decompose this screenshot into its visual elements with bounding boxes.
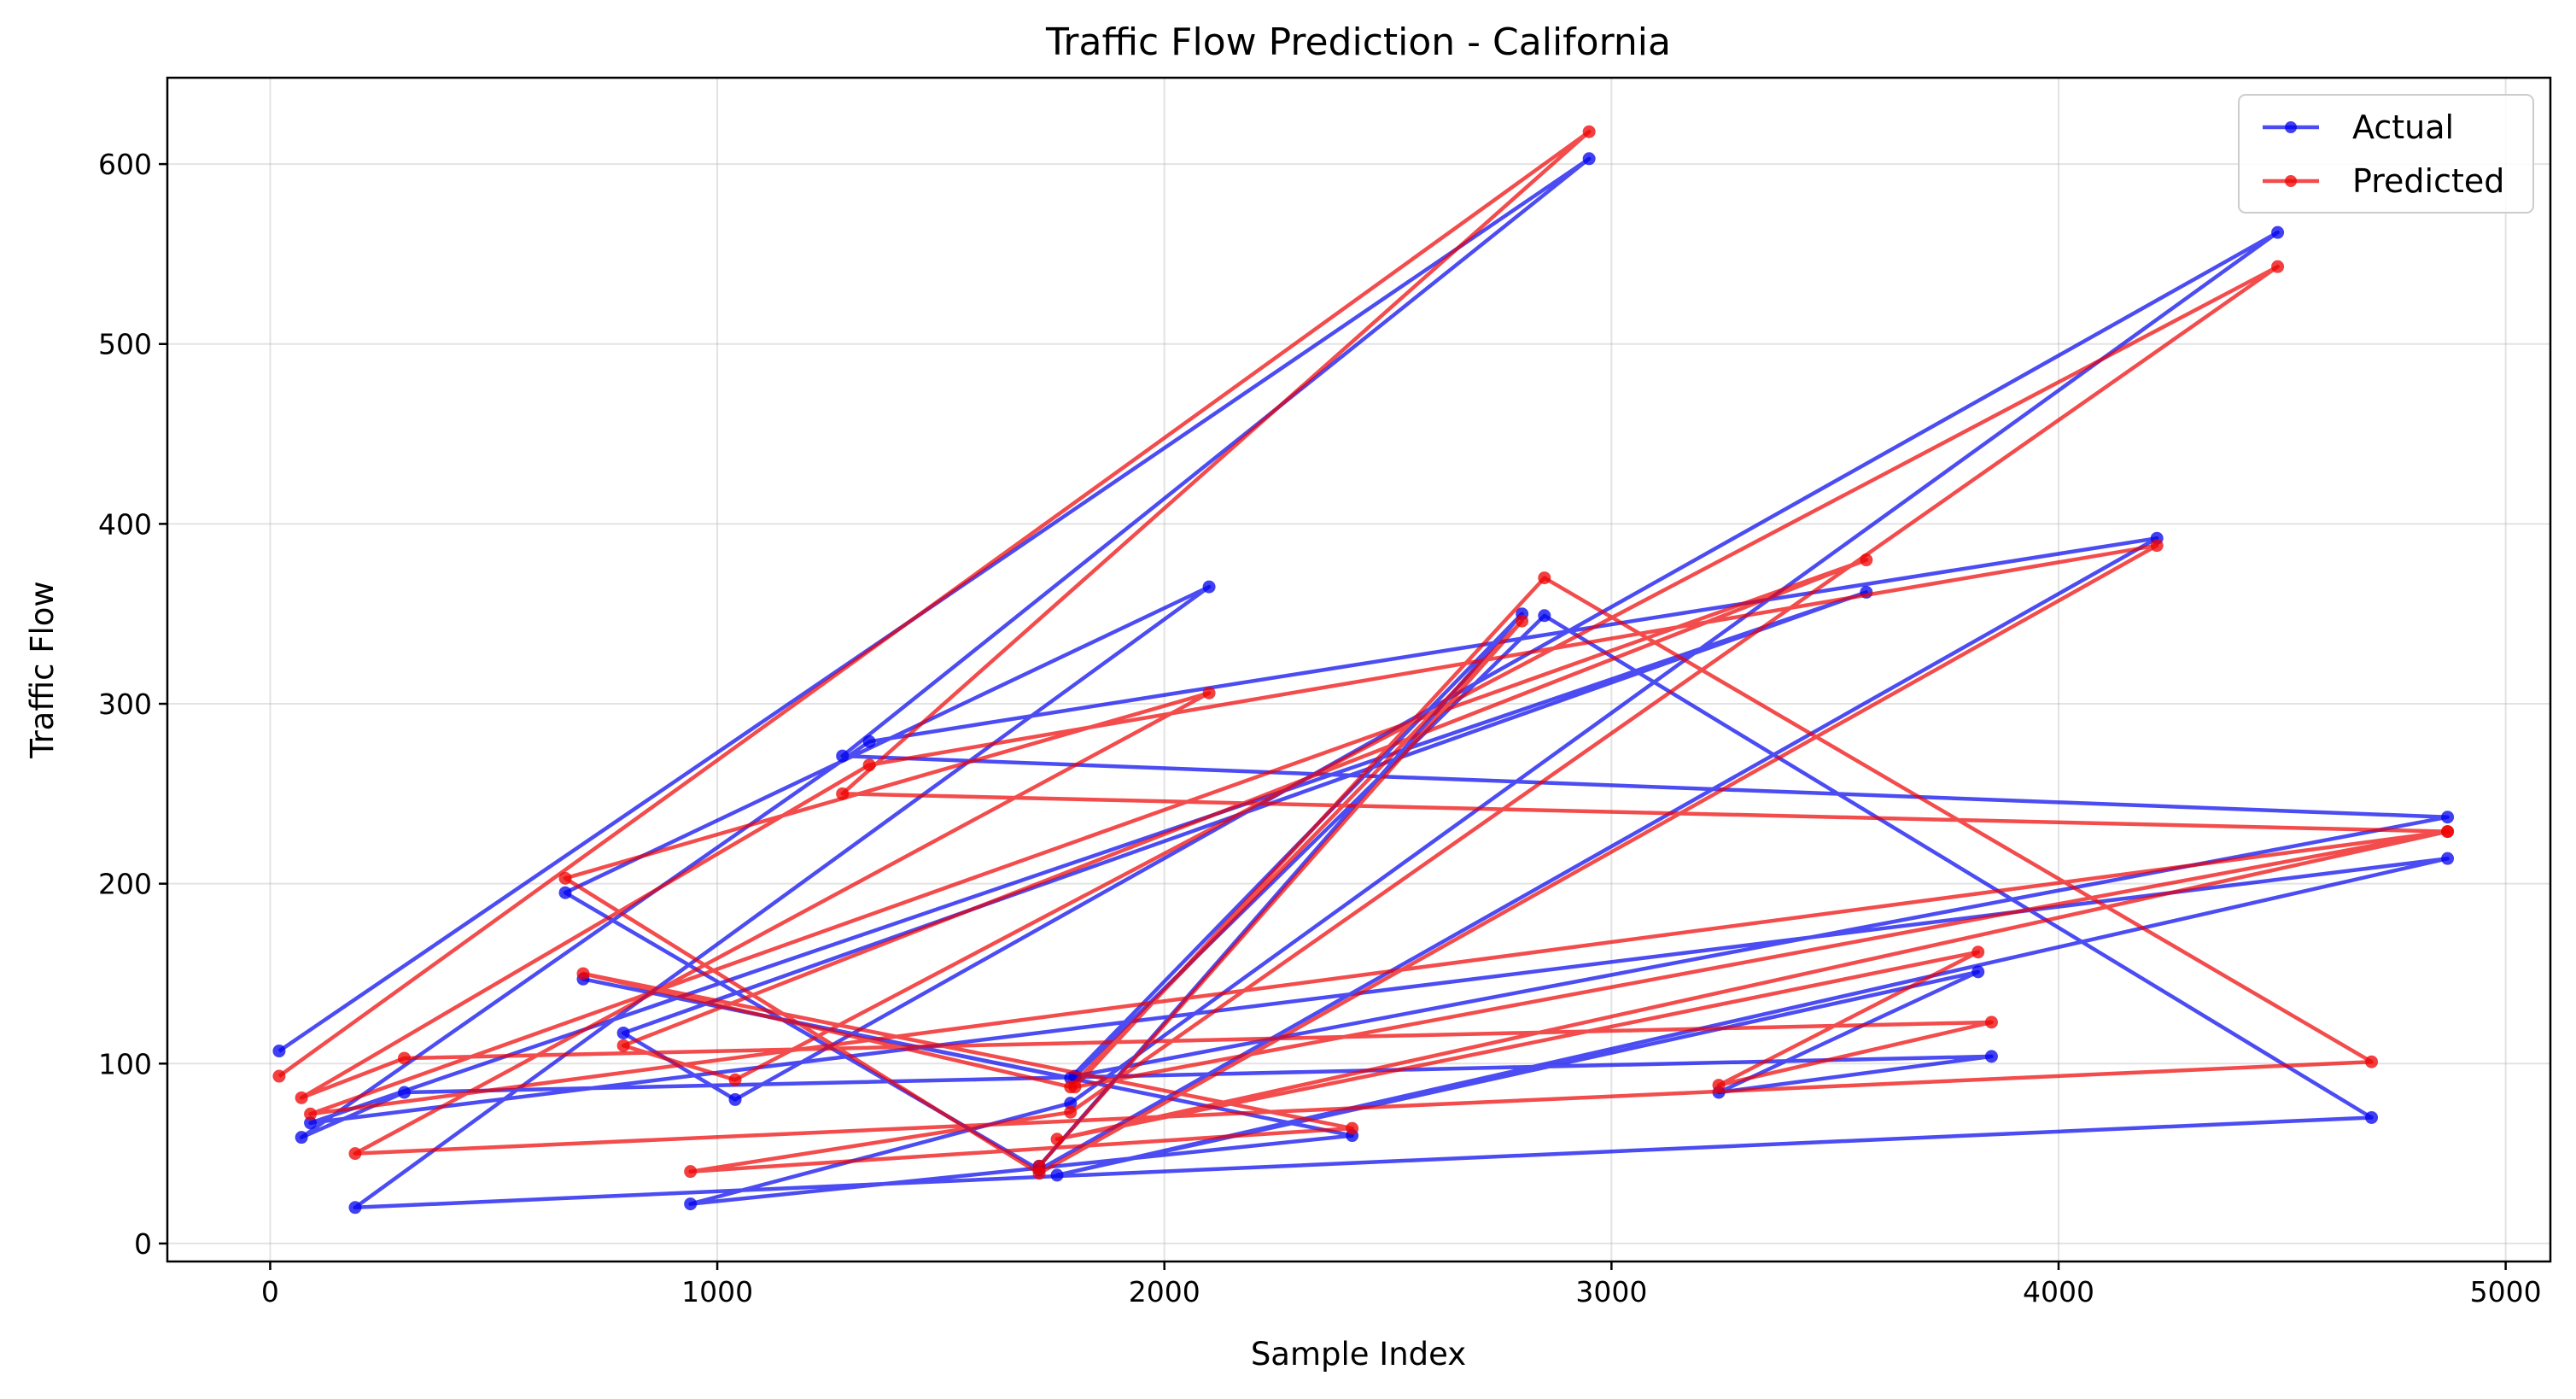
- legend-marker-predicted: [2285, 175, 2297, 187]
- data-point-actual: [558, 886, 572, 899]
- data-point-actual: [1971, 965, 1985, 979]
- x-tick-label: 0: [261, 1275, 279, 1308]
- data-point-predicted: [576, 967, 590, 980]
- y-tick-label: 100: [98, 1047, 152, 1080]
- x-axis-label: Sample Index: [1251, 1336, 1466, 1373]
- data-point-predicted: [1032, 1159, 1046, 1173]
- data-point-predicted: [2365, 1055, 2379, 1068]
- data-point-predicted: [684, 1165, 698, 1179]
- data-point-predicted: [1050, 1133, 1064, 1146]
- axis-ticks: 0 1000 2000 3000 4000 5000 0 100 200 300 400 500 600: [98, 148, 2542, 1308]
- data-point-predicted: [1984, 1016, 1998, 1029]
- y-axis-label: Traffic Flow: [24, 581, 61, 758]
- data-point-actual: [728, 1092, 742, 1106]
- data-point-actual: [398, 1086, 412, 1099]
- data-point-predicted: [1582, 125, 1596, 138]
- data-point-actual: [304, 1116, 318, 1130]
- chart-title: Traffic Flow Prediction - California: [1045, 20, 1671, 64]
- legend-label-actual: Actual: [2352, 108, 2454, 146]
- data-point-predicted: [398, 1051, 412, 1065]
- data-point-predicted: [836, 787, 850, 800]
- data-point-predicted: [1712, 1079, 1726, 1092]
- data-point-predicted: [1860, 553, 1873, 567]
- data-point-predicted: [1064, 1080, 1078, 1094]
- y-tick-label: 0: [134, 1227, 152, 1261]
- data-point-actual: [295, 1131, 308, 1144]
- x-tick-label: 2000: [1129, 1275, 1200, 1308]
- y-tick-label: 600: [98, 148, 152, 181]
- data-point-predicted: [1538, 571, 1551, 585]
- data-point-predicted: [862, 758, 876, 772]
- series-layer: [272, 125, 2455, 1215]
- plot-frame: [166, 76, 2552, 1263]
- series-predicted: [272, 125, 2455, 1180]
- data-point-predicted: [295, 1091, 308, 1104]
- series-actual: [272, 152, 2455, 1215]
- data-point-predicted: [728, 1073, 742, 1086]
- x-tick-label: 1000: [681, 1275, 753, 1308]
- data-point-actual: [2441, 852, 2455, 865]
- data-point-predicted: [1516, 614, 1529, 628]
- y-tick-label: 200: [98, 868, 152, 901]
- data-point-actual: [272, 1045, 286, 1058]
- x-tick-label: 5000: [2470, 1275, 2542, 1308]
- data-point-predicted: [1064, 1105, 1078, 1119]
- legend-label-predicted: Predicted: [2352, 162, 2504, 200]
- data-point-actual: [1538, 609, 1551, 623]
- data-point-predicted: [2271, 260, 2285, 273]
- data-point-actual: [684, 1197, 698, 1211]
- data-point-predicted: [2441, 825, 2455, 839]
- data-point-predicted: [616, 1039, 630, 1052]
- y-tick-label: 300: [98, 688, 152, 721]
- series-line-actual: [277, 156, 2450, 1210]
- legend: Actual Predicted: [2238, 94, 2534, 214]
- x-tick-label: 4000: [2023, 1275, 2094, 1308]
- data-point-predicted: [1202, 686, 1216, 700]
- data-point-actual: [1050, 1168, 1064, 1182]
- legend-marker-actual: [2285, 121, 2297, 133]
- data-point-predicted: [2150, 539, 2164, 553]
- data-point-actual: [616, 1026, 630, 1039]
- data-point-actual: [1582, 152, 1596, 166]
- data-point-predicted: [272, 1069, 286, 1083]
- x-tick-label: 3000: [1575, 1275, 1647, 1308]
- series-line-predicted: [277, 129, 2450, 1176]
- data-point-predicted: [304, 1107, 318, 1121]
- data-point-actual: [836, 749, 850, 763]
- data-point-actual: [1202, 580, 1216, 594]
- data-point-predicted: [1346, 1121, 1359, 1135]
- grid-lines: [167, 78, 2550, 1261]
- data-point-predicted: [1971, 945, 1985, 959]
- data-point-actual: [2365, 1110, 2379, 1124]
- data-point-actual: [2441, 811, 2455, 824]
- data-point-actual: [348, 1201, 362, 1215]
- data-point-predicted: [348, 1147, 362, 1161]
- y-tick-label: 400: [98, 507, 152, 541]
- legend-box: [2238, 94, 2534, 214]
- data-point-actual: [1984, 1050, 1998, 1063]
- data-point-predicted: [558, 871, 572, 885]
- y-tick-label: 500: [98, 328, 152, 361]
- data-point-actual: [862, 735, 876, 748]
- data-point-actual: [2271, 225, 2285, 239]
- data-point-actual: [1064, 1097, 1078, 1110]
